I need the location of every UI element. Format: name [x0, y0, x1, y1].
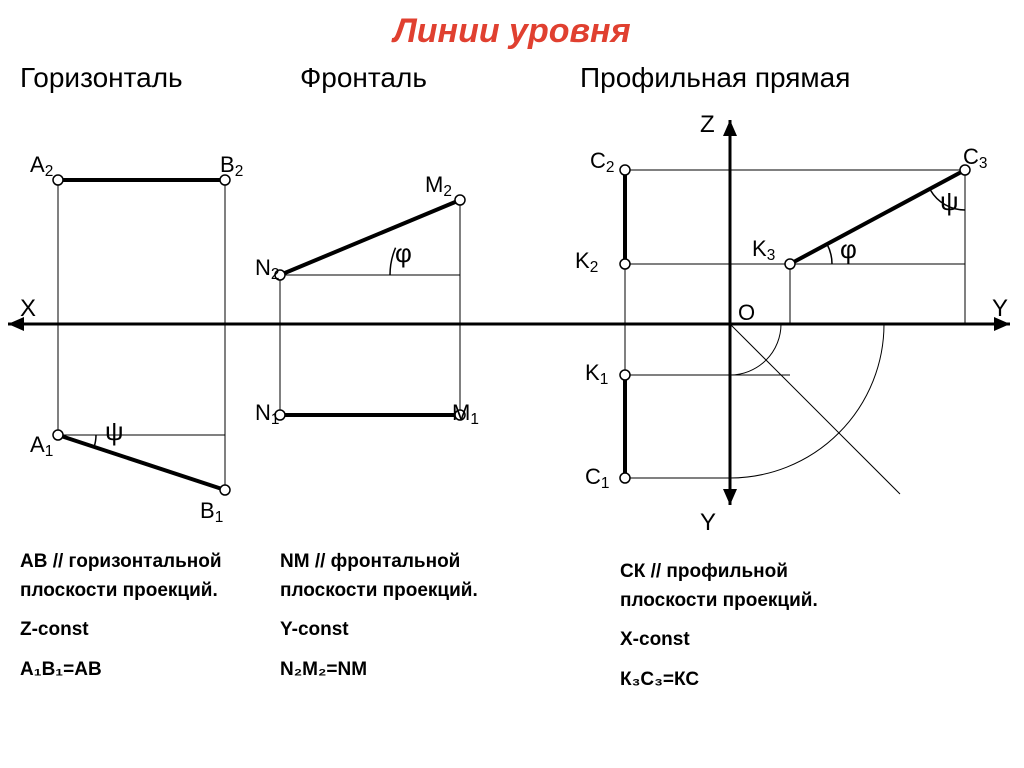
svg-text:A1: A1: [30, 432, 53, 460]
svg-text:M2: M2: [425, 172, 452, 200]
svg-text:O: O: [738, 300, 755, 325]
svg-text:K2: K2: [575, 248, 598, 276]
svg-text:X: X: [20, 295, 36, 322]
svg-text:C1: C1: [585, 464, 609, 492]
svg-text:φ: φ: [395, 238, 412, 268]
svg-text:ψ: ψ: [105, 416, 124, 446]
svg-text:ψ: ψ: [940, 186, 959, 216]
caption-profile: СК // профильнойплоскости проекций.X-con…: [620, 558, 818, 695]
svg-text:C3: C3: [963, 144, 987, 172]
svg-text:K3: K3: [752, 236, 775, 264]
svg-text:B1: B1: [200, 498, 223, 526]
svg-text:C2: C2: [590, 148, 614, 176]
svg-text:N1: N1: [255, 400, 279, 428]
svg-text:Y: Y: [700, 509, 716, 536]
svg-text:Y: Y: [992, 295, 1008, 322]
svg-text:Z: Z: [700, 111, 715, 138]
caption-frontal: NM // фронтальнойплоскости проекций.Y-co…: [280, 548, 478, 685]
caption-horizontal: AB // горизонтальнойплоскости проекций.Z…: [20, 548, 222, 685]
svg-text:B2: B2: [220, 152, 243, 180]
svg-text:A2: A2: [30, 152, 53, 180]
svg-text:N2: N2: [255, 255, 279, 283]
svg-text:M1: M1: [452, 400, 479, 428]
svg-text:K1: K1: [585, 360, 608, 388]
svg-text:φ: φ: [840, 234, 857, 264]
